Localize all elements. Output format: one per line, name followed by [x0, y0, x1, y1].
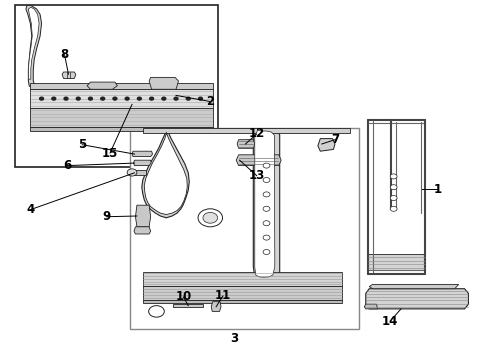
Circle shape	[76, 97, 80, 100]
Text: 3: 3	[230, 332, 238, 345]
Polygon shape	[87, 82, 117, 89]
Polygon shape	[144, 132, 187, 215]
Circle shape	[125, 97, 129, 100]
Circle shape	[263, 163, 269, 168]
Polygon shape	[236, 155, 281, 166]
Circle shape	[263, 177, 269, 183]
Circle shape	[40, 97, 43, 100]
Polygon shape	[135, 205, 150, 227]
Text: 8: 8	[61, 48, 68, 61]
Text: 6: 6	[63, 159, 71, 172]
Circle shape	[64, 97, 68, 100]
Circle shape	[174, 97, 178, 100]
Polygon shape	[317, 139, 334, 151]
Text: 12: 12	[248, 127, 264, 140]
Bar	[129, 128, 359, 329]
Polygon shape	[132, 151, 152, 157]
Polygon shape	[237, 140, 254, 148]
Circle shape	[101, 97, 104, 100]
Circle shape	[263, 221, 269, 226]
Polygon shape	[142, 128, 349, 133]
Circle shape	[198, 209, 222, 227]
Polygon shape	[253, 129, 279, 279]
Polygon shape	[26, 5, 41, 86]
Circle shape	[389, 185, 396, 190]
Polygon shape	[134, 170, 145, 175]
Text: 2: 2	[206, 95, 214, 108]
Text: 11: 11	[214, 289, 231, 302]
Polygon shape	[172, 304, 203, 307]
Polygon shape	[365, 289, 468, 309]
Circle shape	[137, 97, 141, 100]
Polygon shape	[368, 284, 458, 289]
Polygon shape	[142, 129, 189, 218]
Polygon shape	[134, 227, 150, 234]
Circle shape	[203, 212, 217, 223]
Polygon shape	[133, 160, 151, 166]
Circle shape	[186, 97, 190, 100]
Circle shape	[127, 169, 137, 176]
Polygon shape	[364, 304, 377, 309]
Polygon shape	[30, 83, 212, 89]
Circle shape	[263, 235, 269, 240]
Text: 1: 1	[433, 183, 441, 195]
Polygon shape	[367, 254, 425, 270]
Circle shape	[149, 97, 153, 100]
Circle shape	[162, 97, 165, 100]
Polygon shape	[30, 108, 212, 127]
Bar	[15, 5, 217, 167]
Polygon shape	[28, 7, 39, 79]
Text: 5: 5	[78, 138, 86, 151]
Polygon shape	[30, 89, 212, 108]
Text: 4: 4	[27, 203, 35, 216]
Text: 15: 15	[102, 147, 118, 159]
Polygon shape	[142, 300, 342, 303]
Polygon shape	[142, 286, 342, 300]
Text: 10: 10	[175, 291, 191, 303]
Circle shape	[88, 97, 92, 100]
Circle shape	[148, 306, 164, 317]
Circle shape	[389, 206, 396, 211]
Text: 13: 13	[248, 169, 264, 182]
Polygon shape	[62, 72, 76, 78]
Circle shape	[52, 97, 56, 100]
Circle shape	[198, 97, 202, 100]
Text: 14: 14	[381, 315, 398, 328]
Polygon shape	[149, 77, 178, 89]
Text: 7: 7	[330, 133, 338, 146]
Text: 9: 9	[102, 210, 110, 223]
Polygon shape	[254, 130, 274, 277]
Circle shape	[389, 195, 396, 201]
Circle shape	[263, 206, 269, 211]
Circle shape	[263, 192, 269, 197]
Circle shape	[113, 97, 117, 100]
Circle shape	[389, 174, 396, 179]
Polygon shape	[30, 127, 212, 131]
Polygon shape	[142, 272, 342, 286]
Polygon shape	[211, 302, 221, 311]
Circle shape	[263, 249, 269, 255]
